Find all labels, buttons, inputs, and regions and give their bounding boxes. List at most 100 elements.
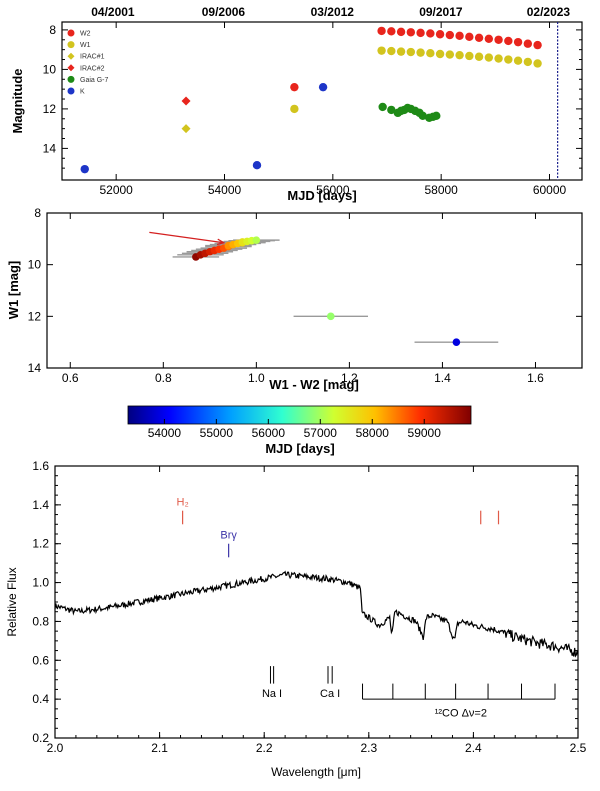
absorption-label: Na I	[262, 688, 282, 700]
legend-marker	[67, 64, 75, 72]
x-tick-label: 54000	[208, 183, 242, 197]
panel-lightcurve: 04/2001 09/2006 03/2012 09/2017 02/2023 5200…	[10, 5, 583, 203]
y-tick-label: 1.2	[32, 537, 49, 551]
point-w1	[533, 59, 542, 68]
x-tick-label: 2.5	[570, 741, 587, 755]
colorbar-label: MJD [days]	[265, 441, 334, 456]
point-irac-1	[181, 124, 191, 134]
top-date-axis: 04/2001 09/2006 03/2012 09/2017 02/2023	[91, 5, 570, 19]
legend: W2 W1 IRAC#1 IRAC#2 Gaia G-7 K	[67, 29, 109, 96]
absorption-label: Ca I	[320, 688, 340, 700]
colorbar-ticks: 54000 55000 56000 57000 58000 59000	[148, 419, 442, 440]
legend-label: Gaia G-7	[80, 77, 109, 84]
y-axis-label: W1 [mag]	[6, 261, 21, 320]
point-w1	[494, 54, 503, 63]
point-w1	[445, 50, 455, 59]
colorbar-tick-label: 55000	[200, 426, 234, 440]
x-tick-label: 2.4	[465, 741, 482, 755]
point-w1	[435, 49, 445, 59]
point-w2	[513, 37, 523, 47]
y-tick-label: 1.0	[32, 576, 49, 590]
point-k	[80, 164, 89, 174]
point-w1	[523, 57, 533, 67]
y-tick-label: 10	[43, 62, 57, 76]
point-w2	[523, 39, 533, 48]
plot-frame	[54, 465, 579, 739]
point-w2	[484, 34, 494, 43]
y-tick-label: 10	[28, 258, 42, 272]
cmd-point	[452, 338, 461, 346]
y-tick-label: 0.2	[32, 731, 49, 745]
y-tick-label: 12	[43, 102, 57, 116]
y-tick-label: 8	[34, 206, 41, 220]
point-k	[252, 160, 262, 170]
point-w2	[416, 28, 425, 38]
cmd-point	[326, 312, 335, 321]
top-date-label: 02/2023	[527, 5, 571, 19]
y-tick-label: 1.4	[32, 498, 49, 512]
emission-line-label: Brγ	[220, 530, 237, 542]
legend-label: W2	[80, 31, 91, 38]
point-gaia-g-7	[378, 102, 387, 112]
y-tick-label: 8	[49, 23, 56, 37]
point-gaia-g-7	[387, 105, 396, 115]
colorbar-tick-label: 54000	[148, 426, 182, 440]
legend-marker	[67, 52, 75, 60]
x-tick-label: 0.8	[155, 371, 172, 385]
point-w1	[426, 49, 435, 58]
point-w1	[484, 53, 494, 62]
y-axis-label: Relative Flux	[5, 567, 19, 636]
legend-marker	[67, 75, 75, 83]
top-date-label: 03/2012	[311, 5, 355, 19]
arrow-head	[216, 238, 226, 246]
y-axis-label: Magnitude	[10, 69, 25, 134]
spectrum-line	[54, 570, 579, 658]
co-bandhead-label: ¹²CO Δν=2	[435, 708, 487, 720]
legend-label: IRAC#1	[80, 54, 105, 61]
x-axis-label: W1 - W2 [mag]	[269, 377, 359, 392]
top-date-label: 09/2006	[202, 5, 246, 19]
x-tick-label: 2.1	[151, 741, 168, 755]
x-tick-label: 2.2	[256, 741, 273, 755]
point-w2	[396, 27, 406, 37]
legend-marker	[67, 87, 75, 95]
emission-line-label: H₂	[177, 497, 189, 509]
point-w1	[406, 47, 416, 57]
top-date-label: 09/2017	[419, 5, 463, 19]
line-markers: H₂ Brγ Na I Ca I ¹²CO Δν=2	[177, 497, 556, 720]
x-axis-label: MJD [days]	[287, 188, 356, 203]
colorbar-gradient	[127, 405, 472, 425]
plot-frame	[61, 21, 583, 181]
x-tick-label: 1.6	[527, 371, 544, 385]
y-tick-label: 0.6	[32, 653, 49, 667]
x-tick-label: 60000	[533, 183, 567, 197]
colorbar-tick-label: 59000	[408, 426, 442, 440]
colorbar-tick-label: 56000	[252, 426, 286, 440]
point-w1	[416, 48, 425, 57]
point-w2	[533, 40, 542, 50]
panel-spectrum: 2.0 2.1 2.2 2.3 2.4 2.5 0.2 0.4 0.6 0.8 1.0 1.2 1.4 1…	[5, 459, 587, 779]
point-w1	[455, 50, 464, 60]
top-date-label: 04/2001	[91, 5, 135, 19]
cmd-point	[252, 236, 261, 244]
x-tick-label: 2.3	[360, 741, 377, 755]
point-w1	[513, 56, 523, 65]
y-tick-label: 14	[43, 141, 57, 155]
point-w1	[396, 47, 406, 56]
y-tick-label: 0.8	[32, 614, 49, 628]
axis-ticks: 0.6 0.8 1.0 1.2 1.4 1.6 8 10 12 14	[28, 206, 582, 385]
x-tick-label: 56000	[316, 183, 350, 197]
x-axis-label: Wavelength [μm]	[271, 765, 361, 779]
data-points	[149, 231, 499, 346]
point-w1	[377, 46, 386, 55]
point-gaia-g-7	[418, 111, 427, 121]
y-tick-label: 0.4	[32, 692, 49, 706]
point-irac-2	[181, 96, 191, 106]
axis-ticks: 52000 54000 56000 58000 60000 8 10 12 14	[43, 22, 582, 197]
x-tick-label: 58000	[424, 183, 458, 197]
legend-label: W1	[80, 42, 91, 49]
y-tick-label: 14	[28, 361, 42, 375]
point-w2	[504, 36, 513, 46]
point-k	[318, 82, 328, 92]
